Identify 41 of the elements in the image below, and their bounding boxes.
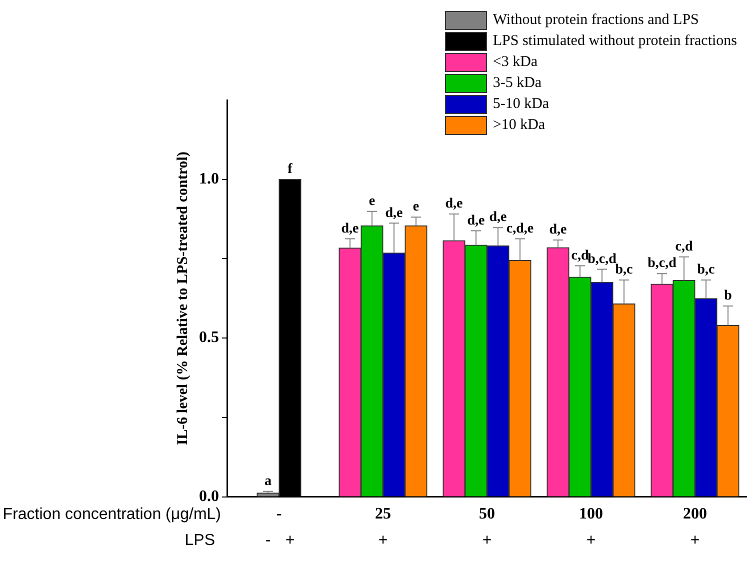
y-tick-label: 1.0 [199, 170, 219, 188]
data-label: b,c [615, 262, 633, 278]
data-label: d,e [341, 221, 359, 236]
data-label: d,e [489, 210, 507, 226]
data-label: b [724, 288, 732, 304]
legend-label: >10 kDa [492, 116, 546, 135]
text: + [482, 532, 492, 550]
legend-label: Without protein fractions and LPS [492, 11, 699, 30]
x-tick-label: 50 [479, 506, 495, 523]
text: + [285, 532, 295, 550]
y-tick-label: 0.5 [199, 329, 219, 346]
data-label: c,d [571, 248, 589, 264]
legend-label: 3-5 kDa [492, 74, 542, 93]
data-label: c,d,e [506, 221, 534, 236]
data-label: d,e [549, 222, 567, 238]
data-label: d,e [445, 196, 463, 212]
x-tick-label: - [276, 506, 282, 523]
text: + [690, 532, 700, 550]
data-label: b,c,d [648, 256, 677, 272]
x-axis-title: Fraction concentration (μg/mL) [2, 506, 221, 524]
y-axis-title: IL-6 level (% Relative to LPS-treated control) [174, 152, 191, 446]
data-label: c,d [675, 239, 693, 254]
text: + [586, 532, 596, 550]
data-label: d,e [467, 213, 485, 228]
legend-label: 5-10 kDa [492, 95, 550, 114]
legend-label: <3 kDa [492, 53, 538, 72]
text: + [378, 532, 388, 550]
data-label: b,c [697, 262, 715, 278]
x-tick-label: 100 [579, 506, 603, 523]
x-tick-label: 200 [683, 506, 707, 523]
y-tick-label: 0.0 [199, 488, 219, 505]
x-tick-label: 25 [375, 506, 391, 523]
legend-label: LPS stimulated without protein fractions [492, 32, 737, 51]
text: LPS [184, 532, 215, 550]
data-label: b,c,d [588, 252, 617, 267]
data-label: e [412, 200, 420, 215]
data-label: a [264, 474, 272, 490]
data-label: f [288, 162, 293, 177]
text: - [265, 532, 271, 550]
data-label: d,e [385, 206, 403, 221]
data-label: e [368, 194, 376, 210]
